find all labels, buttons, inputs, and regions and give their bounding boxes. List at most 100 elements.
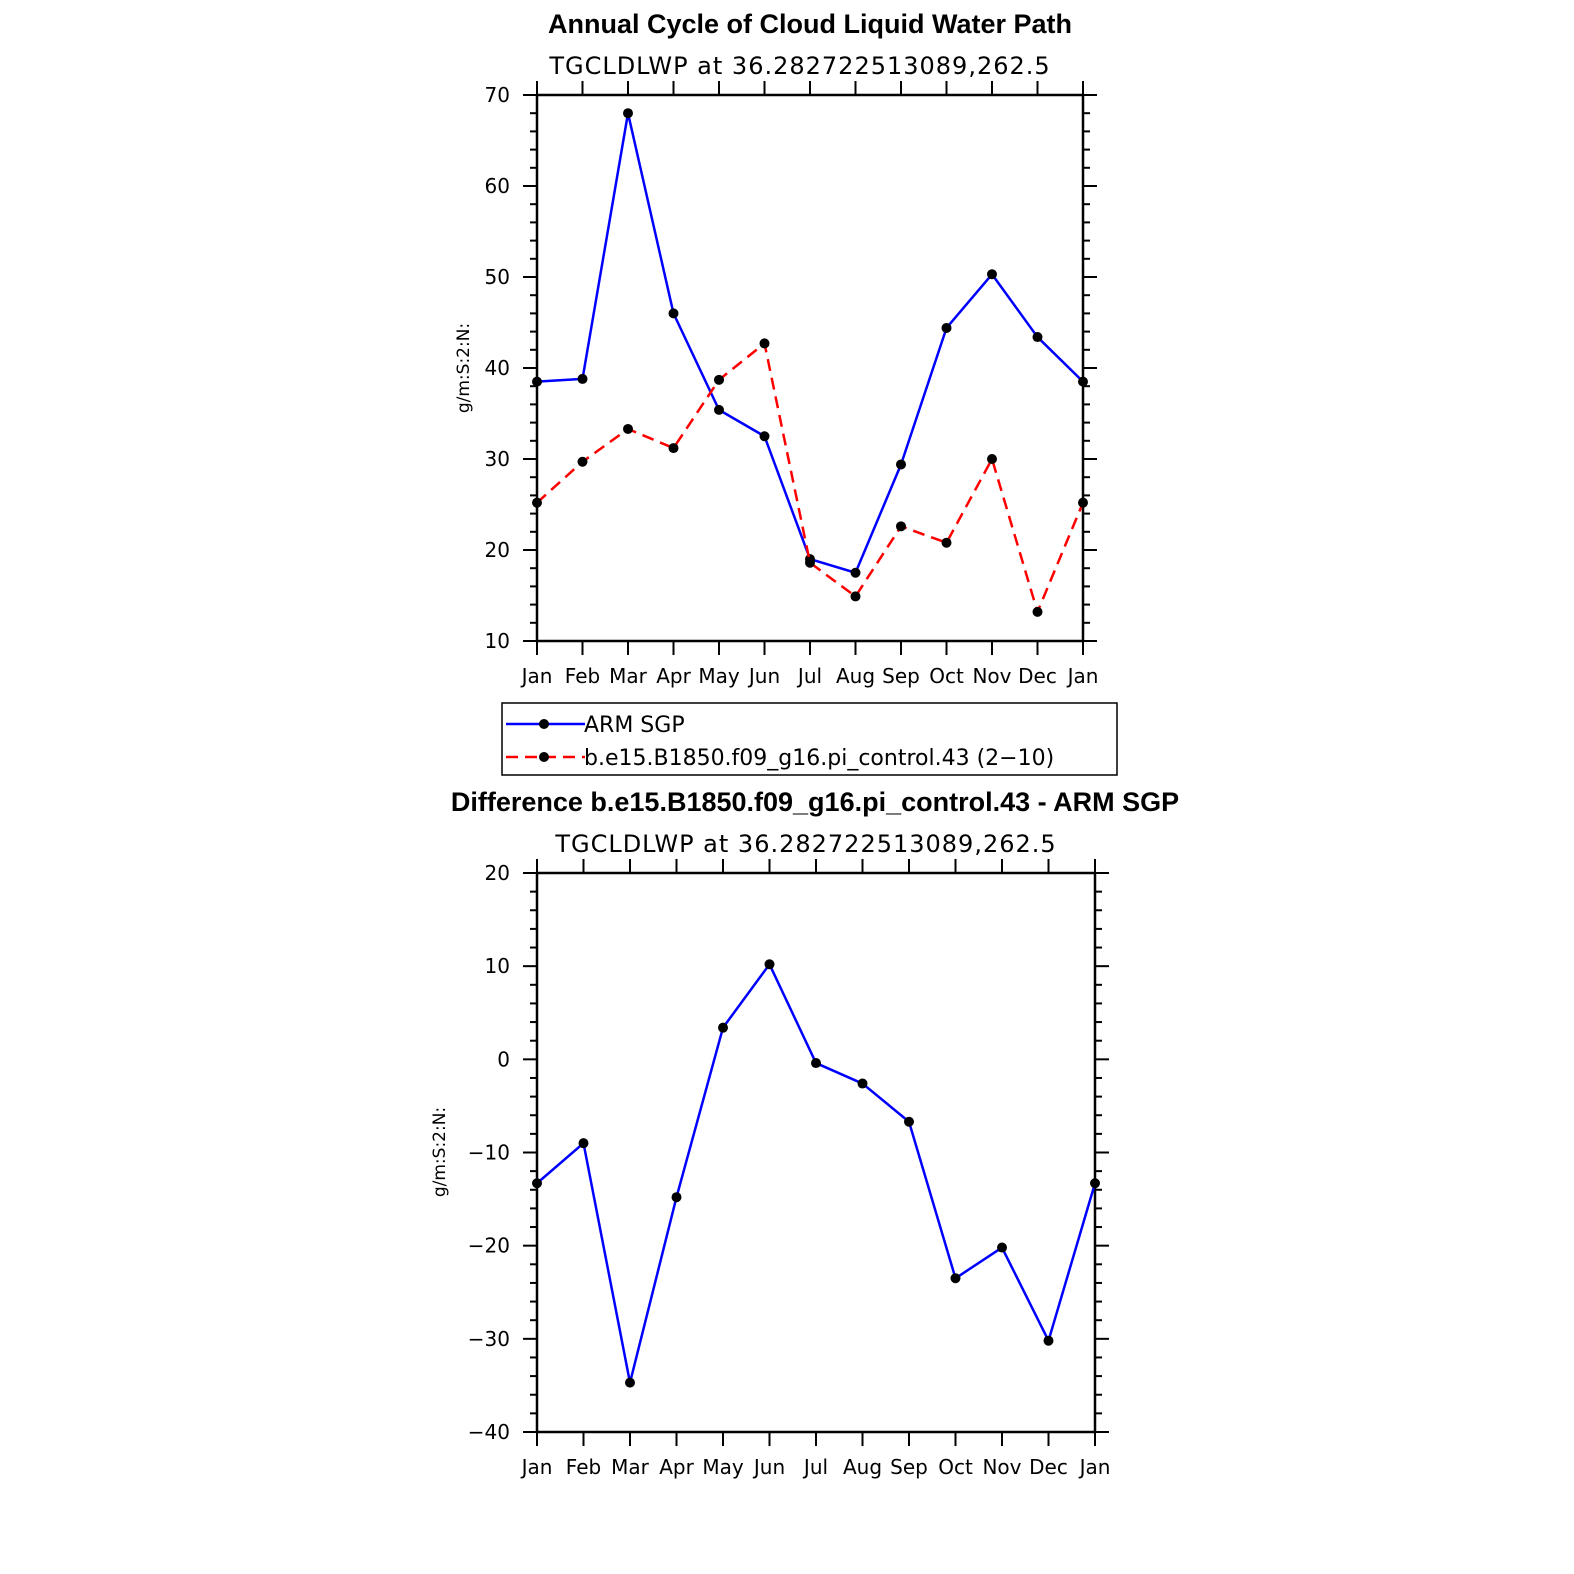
chart-top-series-1-point <box>668 308 679 319</box>
chart-top-series-2-point <box>1032 606 1043 617</box>
chart-top-ytick-label: 30 <box>485 447 510 471</box>
chart-top-xtick-label: Apr <box>656 664 691 688</box>
chart-bottom-xtick-label: Mar <box>611 1455 650 1479</box>
chart-top-ticks: 10 20 30 40 50 60 70 Jan Feb Mar Apr May Jun Jul Aug Se… <box>485 81 1099 688</box>
chart-top-ytick-label: 60 <box>485 174 510 198</box>
chart-bottom-ylabel: g/m:S:2:N: <box>430 1107 450 1197</box>
chart-top-ylabel: g/m:S:2:N: <box>454 323 474 413</box>
chart-bottom-xtick-label: Aug <box>843 1455 882 1479</box>
chart-top-xtick-label: May <box>698 664 740 688</box>
chart-bottom-ytick-label: −20 <box>468 1234 510 1258</box>
chart-top-series-2-point <box>987 454 997 464</box>
chart-top-xtick-label: Oct <box>929 664 964 688</box>
chart-bottom-series-1-point <box>1090 1178 1100 1189</box>
chart-bottom-xtick-label: Oct <box>938 1455 973 1479</box>
chart-bottom: Difference b.e15.B1850.f09_g16.pi_contro… <box>430 787 1179 1479</box>
chart-top-series-2-point <box>532 497 542 508</box>
legend-marker-series2 <box>539 752 549 762</box>
chart-top-xtick-label: Jul <box>796 664 822 688</box>
legend-label-series2: b.e15.B1850.f09_g16.pi_control.43 (2−10) <box>584 746 1054 771</box>
chart-top-xtick-label: Jan <box>1066 664 1099 688</box>
chart-top-series-2-point <box>850 591 861 602</box>
chart-top-xtick-label: Aug <box>836 664 875 688</box>
chart-bottom-series-1-point <box>625 1377 635 1388</box>
chart-bottom-ytick-label: 20 <box>485 861 510 885</box>
chart-top-ytick-label: 10 <box>485 629 510 653</box>
chart-top-series-2-point <box>577 456 588 467</box>
chart-top-series-2-point <box>759 338 770 349</box>
chart-bottom-xtick-label: Jan <box>1078 1455 1111 1479</box>
chart-top-ytick-label: 40 <box>485 356 510 380</box>
legend-marker-series1 <box>539 719 549 729</box>
chart-top-xtick-label: Sep <box>882 664 920 688</box>
chart-bottom-series-1-point <box>764 959 775 970</box>
chart-top-subtitle: TGCLDLWP at 36.282722513089,262.5 <box>548 52 1050 80</box>
chart-top-series-1-point <box>714 404 724 415</box>
chart-bottom-subtitle: TGCLDLWP at 36.282722513089,262.5 <box>554 830 1056 858</box>
chart-top-plot <box>532 108 1088 617</box>
chart-top-series-1-point <box>1032 332 1043 343</box>
chart-bottom-ticks: −40 −30 −20 −10 0 10 20 Jan Feb Mar Apr May Jun Jul Au… <box>468 859 1111 1479</box>
chart-bottom-plot <box>532 959 1100 1388</box>
chart-top-series-2-line <box>536 342 1085 614</box>
chart-top-series-2-point <box>896 521 906 532</box>
chart-top-series-2-point <box>623 423 633 434</box>
chart-top-ytick-label: 70 <box>485 83 510 107</box>
chart-bottom-series-1-point <box>532 1178 542 1189</box>
chart-top-series-2-point <box>805 557 815 568</box>
chart-bottom-series-1-point <box>671 1192 682 1203</box>
chart-bottom-ytick-label: 10 <box>485 954 510 978</box>
chart-top-xtick-label: Jun <box>747 664 780 688</box>
chart-top-ytick-label: 20 <box>485 538 510 562</box>
chart-top-series-2-point <box>668 443 679 454</box>
chart-bottom-series-1-point <box>718 1022 728 1033</box>
chart-bottom-frame <box>535 871 1097 1434</box>
chart-top: Annual Cycle of Cloud Liquid Water Path … <box>454 9 1098 688</box>
chart-top-series-1-point <box>850 567 861 578</box>
chart-top-xtick-label: Nov <box>972 664 1011 688</box>
chart-bottom-xtick-label: Jan <box>520 1455 553 1479</box>
chart-bottom-series-1-point <box>857 1078 868 1089</box>
chart-top-title: Annual Cycle of Cloud Liquid Water Path <box>548 9 1072 39</box>
chart-top-series-1-point <box>577 373 588 384</box>
chart-top-series-1-line <box>536 111 1084 574</box>
chart-bottom-xtick-label: Jul <box>802 1455 828 1479</box>
chart-bottom-series-1-point <box>578 1138 589 1149</box>
chart-bottom-xtick-label: Sep <box>890 1455 928 1479</box>
chart-bottom-xtick-label: Feb <box>566 1455 601 1479</box>
legend-label-series1: ARM SGP <box>584 713 685 738</box>
chart-bottom-title: Difference b.e15.B1850.f09_g16.pi_contro… <box>451 787 1179 817</box>
chart-bottom-xtick-label: May <box>702 1455 744 1479</box>
chart-bottom-series-1-point <box>997 1242 1007 1253</box>
chart-top-xtick-label: Dec <box>1018 664 1057 688</box>
legend: ARM SGP b.e15.B1850.f09_g16.pi_control.4… <box>501 702 1118 776</box>
chart-bottom-series-1-point <box>811 1058 821 1069</box>
chart-top-series-1-point <box>759 431 770 442</box>
chart-bottom-series-1-point <box>1043 1335 1054 1346</box>
chart-top-series-1-point <box>1078 376 1088 387</box>
chart-top-series-1-point <box>623 108 633 119</box>
chart-bottom-series-1-point <box>950 1273 961 1284</box>
chart-bottom-series-1-point <box>904 1116 914 1127</box>
chart-top-ytick-label: 50 <box>485 265 510 289</box>
chart-top-series-1-point <box>532 376 542 387</box>
chart-top-series-2-point <box>1078 497 1088 508</box>
chart-top-xtick-label: Feb <box>565 664 600 688</box>
chart-bottom-ytick-label: −10 <box>468 1141 510 1165</box>
chart-top-xtick-label: Jan <box>520 664 553 688</box>
chart-bottom-ytick-label: −30 <box>468 1327 510 1351</box>
chart-top-series-1-point <box>987 269 997 280</box>
chart-top-series-2-point <box>941 537 952 548</box>
chart-top-series-2-point <box>714 374 724 385</box>
chart-top-series-1-point <box>896 459 906 470</box>
chart-bottom-xtick-label: Nov <box>982 1455 1021 1479</box>
chart-bottom-xtick-label: Jun <box>752 1455 785 1479</box>
chart-top-xtick-label: Mar <box>609 664 648 688</box>
chart-top-series-1-point <box>941 322 952 333</box>
chart-bottom-xtick-label: Apr <box>659 1455 694 1479</box>
legend-box <box>501 702 1118 776</box>
chart-bottom-ytick-label: −40 <box>468 1420 510 1444</box>
chart-bottom-series-1-line <box>536 963 1097 1384</box>
chart-bottom-xtick-label: Dec <box>1029 1455 1068 1479</box>
